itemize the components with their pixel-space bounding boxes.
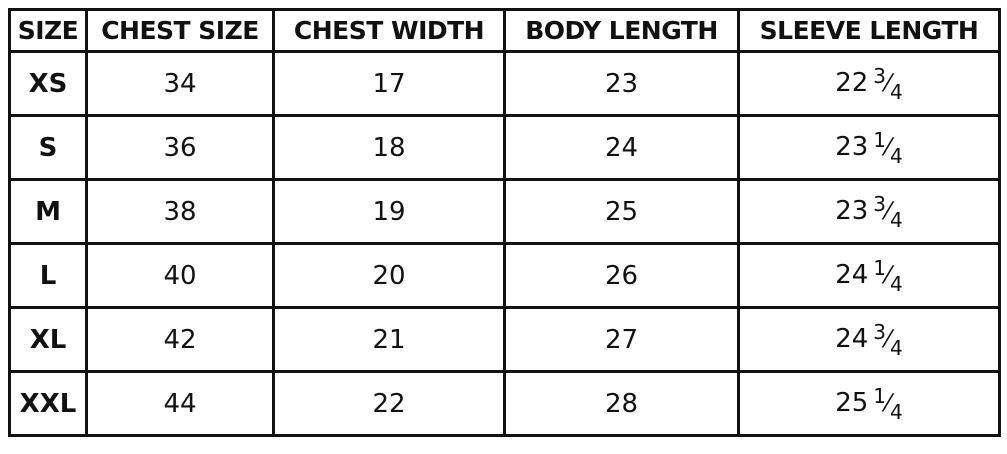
size-chart-table: SIZE CHEST SIZE CHEST WIDTH BODY LENGTH … (8, 8, 1001, 437)
sleeve-fraction: 3⁄4 (873, 320, 902, 360)
sleeve-fraction: 1⁄4 (873, 256, 902, 296)
sleeve-whole: 24 (835, 323, 869, 354)
fraction-denominator: 4 (890, 207, 903, 232)
sleeve-whole: 24 (835, 259, 869, 290)
fraction-slash: ⁄ (886, 132, 891, 161)
header-chest-width: CHEST WIDTH (272, 8, 506, 53)
table-row: XL 42 21 27 24 3⁄4 (8, 306, 1001, 373)
fraction-numerator: 1 (873, 383, 887, 408)
chest-size-cell: 40 (85, 242, 275, 309)
chest-width-cell: 18 (272, 114, 506, 181)
sleeve-length-cell: 24 1⁄4 (737, 242, 1001, 309)
chest-width-cell: 22 (272, 370, 506, 437)
chest-width-cell: 21 (272, 306, 506, 373)
header-chest-size: CHEST SIZE (85, 8, 275, 53)
body-length-cell: 23 (503, 50, 740, 117)
chest-size-cell: 44 (85, 370, 275, 437)
fraction-slash: ⁄ (886, 196, 891, 225)
sleeve-whole: 25 (835, 387, 869, 418)
header-body-length: BODY LENGTH (503, 8, 740, 53)
chest-width-cell: 20 (272, 242, 506, 309)
body-length-cell: 25 (503, 178, 740, 245)
size-cell: S (8, 114, 88, 181)
header-row: SIZE CHEST SIZE CHEST WIDTH BODY LENGTH … (8, 8, 1001, 53)
sleeve-fraction: 1⁄4 (873, 384, 902, 424)
chest-size-cell: 42 (85, 306, 275, 373)
chest-width-cell: 19 (272, 178, 506, 245)
fraction-denominator: 4 (890, 335, 903, 360)
sleeve-whole: 22 (835, 67, 869, 98)
fraction-denominator: 4 (890, 271, 903, 296)
fraction-slash: ⁄ (886, 260, 891, 289)
table-row: S 36 18 24 23 1⁄4 (8, 114, 1001, 181)
fraction-numerator: 3 (873, 319, 887, 344)
fraction-denominator: 4 (890, 399, 903, 424)
sleeve-fraction: 3⁄4 (873, 192, 902, 232)
sleeve-fraction: 3⁄4 (873, 64, 902, 104)
sleeve-fraction: 1⁄4 (873, 128, 902, 168)
size-cell: XL (8, 306, 88, 373)
size-cell: XXL (8, 370, 88, 437)
sleeve-length-cell: 25 1⁄4 (737, 370, 1001, 437)
sleeve-length-cell: 23 3⁄4 (737, 178, 1001, 245)
sleeve-length-cell: 22 3⁄4 (737, 50, 1001, 117)
chest-size-cell: 34 (85, 50, 275, 117)
fraction-denominator: 4 (890, 143, 903, 168)
chest-width-cell: 17 (272, 50, 506, 117)
fraction-numerator: 3 (873, 191, 887, 216)
body-length-cell: 28 (503, 370, 740, 437)
sleeve-whole: 23 (835, 131, 869, 162)
size-cell: L (8, 242, 88, 309)
fraction-numerator: 1 (873, 255, 887, 280)
size-cell: M (8, 178, 88, 245)
fraction-slash: ⁄ (886, 68, 891, 97)
chest-size-cell: 38 (85, 178, 275, 245)
table-row: M 38 19 25 23 3⁄4 (8, 178, 1001, 245)
sleeve-whole: 23 (835, 195, 869, 226)
chest-size-cell: 36 (85, 114, 275, 181)
table-row: XS 34 17 23 22 3⁄4 (8, 50, 1001, 117)
fraction-numerator: 1 (873, 127, 887, 152)
table-row: XXL 44 22 28 25 1⁄4 (8, 370, 1001, 437)
fraction-numerator: 3 (873, 63, 887, 88)
fraction-denominator: 4 (890, 79, 903, 104)
fraction-slash: ⁄ (886, 388, 891, 417)
fraction-slash: ⁄ (886, 324, 891, 353)
size-cell: XS (8, 50, 88, 117)
body-length-cell: 27 (503, 306, 740, 373)
sleeve-length-cell: 23 1⁄4 (737, 114, 1001, 181)
body-length-cell: 24 (503, 114, 740, 181)
header-sleeve-length: SLEEVE LENGTH (737, 8, 1001, 53)
header-size: SIZE (8, 8, 88, 53)
sleeve-length-cell: 24 3⁄4 (737, 306, 1001, 373)
body-length-cell: 26 (503, 242, 740, 309)
table-row: L 40 20 26 24 1⁄4 (8, 242, 1001, 309)
